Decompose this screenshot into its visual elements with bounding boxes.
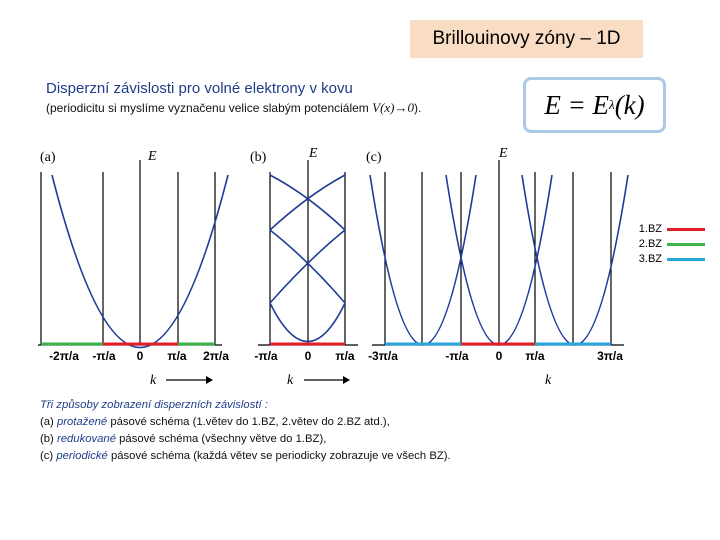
- panel-c-tick-1: -3π/a: [368, 349, 398, 363]
- panel-c: (c) E -3π/a -π/a 0 π/a 3π/a k: [366, 146, 629, 388]
- caption-b-text: pásové schéma (všechny větve do 1.BZ),: [119, 433, 327, 445]
- legend-swatch-1bz: [667, 228, 705, 231]
- caption: Tři způsoby zobrazení disperzních závisl…: [40, 397, 451, 465]
- note-text: (periodicitu si myslíme vyznačenu velice…: [46, 101, 369, 115]
- panel-c-label: (c): [366, 150, 382, 165]
- caption-line-c: (c) periodické pásové schéma (každá věte…: [40, 448, 451, 465]
- caption-a-prefix: (a): [40, 416, 54, 428]
- panel-a-zone-lines: [40, 160, 216, 345]
- panel-b-tick-2: 0: [305, 349, 312, 363]
- caption-line-b: (b) redukované pásové schéma (všechny vě…: [40, 431, 451, 448]
- caption-heading: Tři způsoby zobrazení disperzních závisl…: [40, 399, 268, 411]
- legend-label-2bz: 2.BZ: [638, 238, 662, 250]
- legend-label-1bz: 1.BZ: [638, 223, 662, 235]
- note-formula: V(x)→0: [372, 100, 415, 115]
- formula-main: E = E: [544, 89, 610, 120]
- panel-c-tick-5: 3π/a: [597, 349, 623, 363]
- panel-c-tick-2: -π/a: [445, 349, 469, 363]
- legend-item-2bz: 2.BZ: [632, 237, 705, 252]
- caption-c-prefix: (c): [40, 450, 54, 462]
- panel-b-xlabel: k: [287, 373, 294, 388]
- panel-a-tick-5: 2π/a: [203, 349, 229, 363]
- panel-a-parabola: [51, 174, 229, 349]
- panel-a: (a) E -2π/a -π/a 0 π/a 2π/a k: [38, 149, 229, 388]
- formula-arg: (k): [614, 89, 645, 120]
- panel-a-tick-3: 0: [137, 349, 144, 363]
- legend-swatch-2bz: [667, 243, 705, 246]
- caption-line-a: (a) protažené pásové schéma (1.větev do …: [40, 414, 451, 431]
- slide-title: Brillouinovy zóny – 1D: [410, 20, 643, 58]
- panel-a-xlabel: k: [150, 373, 157, 388]
- panel-a-tick-2: -π/a: [92, 349, 116, 363]
- slide-title-text: Brillouinovy zóny – 1D: [432, 28, 621, 49]
- panel-b-bands: [269, 174, 346, 343]
- panel-b-ylabel: E: [308, 146, 318, 161]
- note: (periodicitu si myslíme vyznačenu velice…: [46, 100, 421, 116]
- panel-b-label: (b): [250, 150, 267, 165]
- legend-swatch-3bz: [667, 258, 705, 261]
- panel-a-tick-1: -2π/a: [49, 349, 79, 363]
- legend-label-3bz: 3.BZ: [638, 253, 662, 265]
- panel-a-ylabel: E: [147, 149, 157, 164]
- panel-c-xlabel: k: [545, 373, 552, 388]
- panel-b-k-arrow-head: [343, 376, 350, 384]
- panel-a-k-arrow-head: [206, 376, 213, 384]
- legend-item-1bz: 1.BZ: [632, 222, 705, 237]
- panel-a-label: (a): [40, 150, 56, 165]
- panel-b: (b) E -π/a 0 π/a k: [250, 146, 358, 388]
- panel-a-tick-4: π/a: [167, 349, 187, 363]
- caption-c-text: pásové schéma (každá větev se periodicky…: [110, 450, 451, 462]
- panel-c-ylabel: E: [498, 146, 508, 161]
- subtitle: Disperzní závislosti pro volné elektrony…: [46, 80, 353, 97]
- caption-c-em: periodické: [56, 450, 108, 462]
- caption-a-em: protažené: [56, 416, 108, 428]
- panel-c-tick-4: π/a: [525, 349, 545, 363]
- legend-item-3bz: 3.BZ: [632, 252, 705, 267]
- caption-a-text: pásové schéma (1.větev do 1.BZ, 2.větev …: [110, 416, 390, 428]
- panel-b-tick-3: π/a: [335, 349, 355, 363]
- note-end: ).: [414, 101, 422, 115]
- formula-sub: λ: [609, 97, 615, 112]
- caption-b-prefix: (b): [40, 433, 54, 445]
- bz-legend: 1.BZ 2.BZ 3.BZ: [632, 222, 705, 267]
- panel-b-tick-1: -π/a: [254, 349, 278, 363]
- panel-c-tick-3: 0: [496, 349, 503, 363]
- caption-b-em: redukované: [56, 433, 116, 445]
